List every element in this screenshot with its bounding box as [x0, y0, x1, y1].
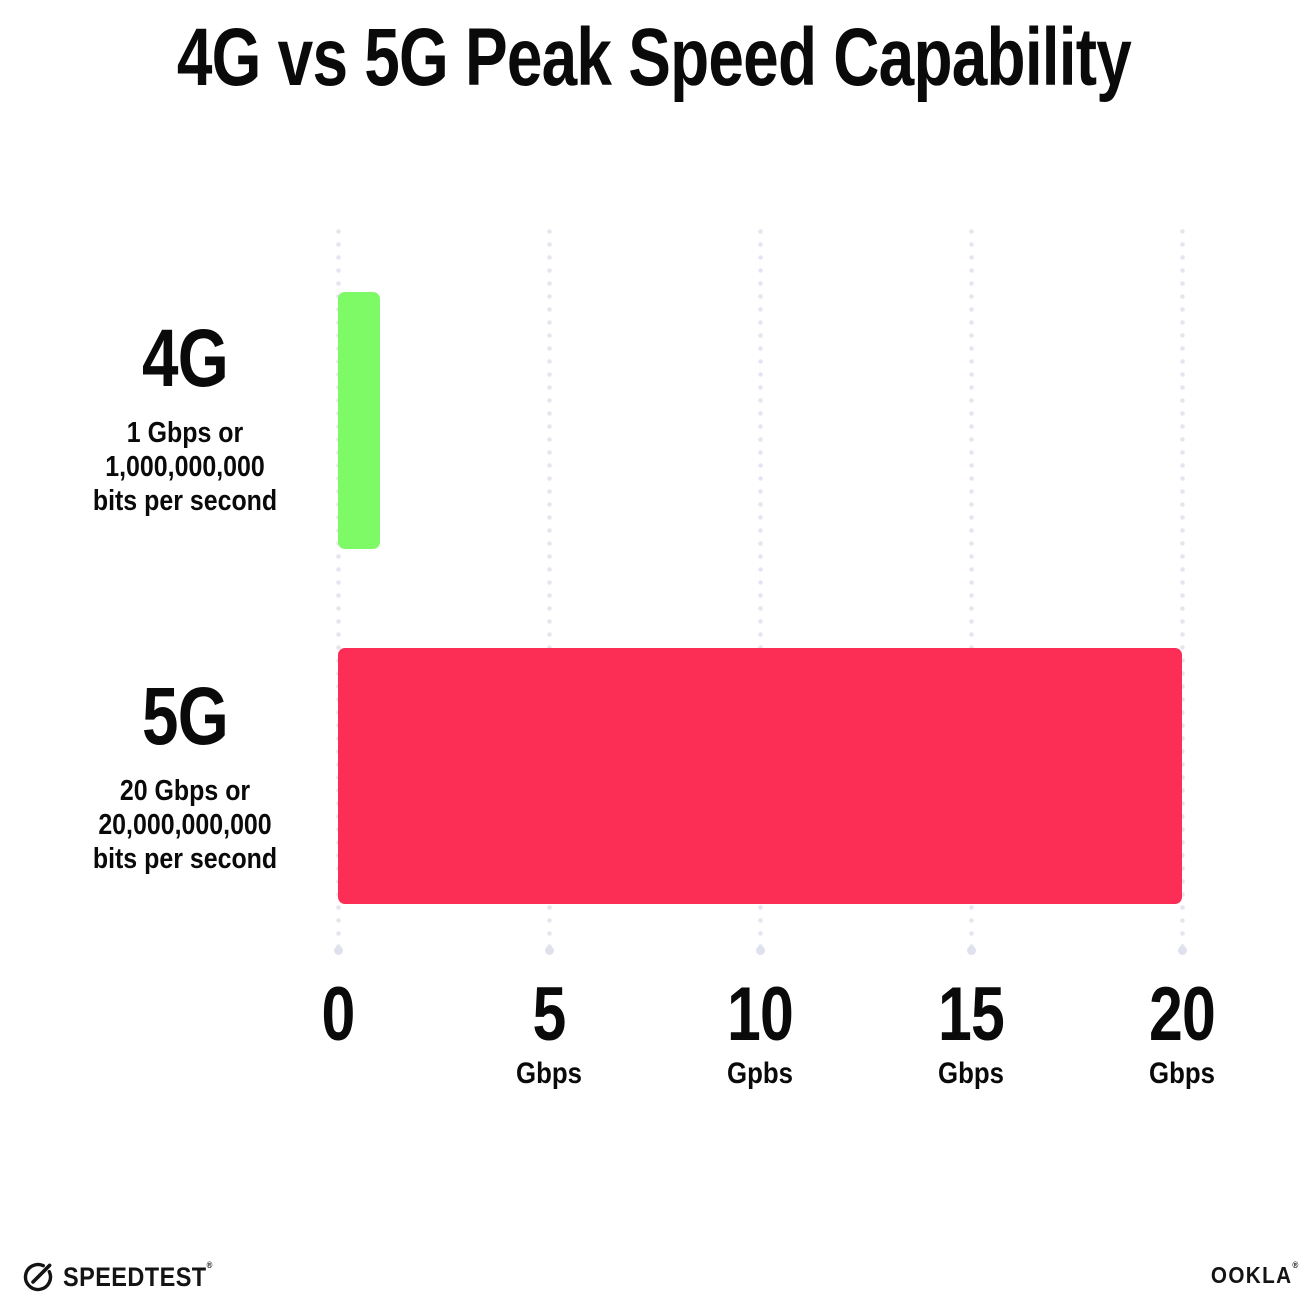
- gridline: [333, 225, 343, 955]
- speedtest-wordmark-text: SPEEDTEST: [63, 1261, 207, 1292]
- registered-trademark-icon: ®: [1292, 1260, 1300, 1270]
- tick-number: 15: [937, 972, 1005, 1057]
- category-desc-4g-line2: 1,000,000,000: [105, 451, 265, 483]
- category-title-4g: 4G: [142, 313, 229, 404]
- speedtest-wordmark: SPEEDTEST®: [63, 1259, 213, 1293]
- chart-title: 4G vs 5G Peak Speed Capability: [176, 12, 1132, 103]
- x-tick-5: 5 Gbps: [459, 976, 639, 1091]
- tick-number: 20: [1148, 972, 1216, 1057]
- tick-number: 5: [532, 972, 566, 1057]
- category-title-5g: 5G: [142, 671, 229, 762]
- ookla-wordmark: OOKLA®: [1211, 1260, 1300, 1289]
- tick-number: 10: [726, 972, 794, 1057]
- speedtest-gauge-icon: [22, 1261, 54, 1293]
- speedtest-logo: SPEEDTEST®: [22, 1259, 235, 1293]
- category-label-5g: 5G 20 Gbps or 20,000,000,000 bits per se…: [20, 674, 350, 876]
- tick-unit: Gbps: [1149, 1057, 1215, 1090]
- category-desc-5g-line2: 20,000,000,000: [98, 809, 272, 841]
- gridline: [544, 225, 554, 955]
- category-desc-5g-line1: 20 Gbps or: [119, 775, 251, 807]
- ookla-wordmark-text: OOKLA: [1211, 1262, 1293, 1288]
- category-desc-4g-line1: 1 Gbps or: [126, 417, 244, 449]
- gridline: [966, 225, 976, 955]
- x-tick-15: 15 Gbps: [881, 976, 1061, 1091]
- gridline: [755, 225, 765, 955]
- tick-unit: Gbps: [938, 1057, 1004, 1090]
- tick-number: 0: [321, 972, 355, 1057]
- ookla-logo: OOKLA®: [1201, 1260, 1300, 1289]
- category-desc-4g-line3: bits per second: [92, 485, 278, 517]
- category-label-4g: 4G 1 Gbps or 1,000,000,000 bits per seco…: [20, 316, 350, 518]
- registered-trademark-icon: ®: [206, 1259, 213, 1270]
- x-tick-20: 20 Gbps: [1092, 976, 1272, 1091]
- tick-unit: Gbps: [516, 1057, 582, 1090]
- tick-unit: Gpbs: [727, 1057, 793, 1090]
- category-desc-5g-line3: bits per second: [92, 843, 278, 875]
- x-tick-10: 10 Gpbs: [670, 976, 850, 1091]
- x-tick-0: 0: [248, 976, 428, 1057]
- bar-5g: [338, 648, 1182, 904]
- gridline: [1177, 225, 1187, 955]
- bar-4g: [338, 292, 380, 549]
